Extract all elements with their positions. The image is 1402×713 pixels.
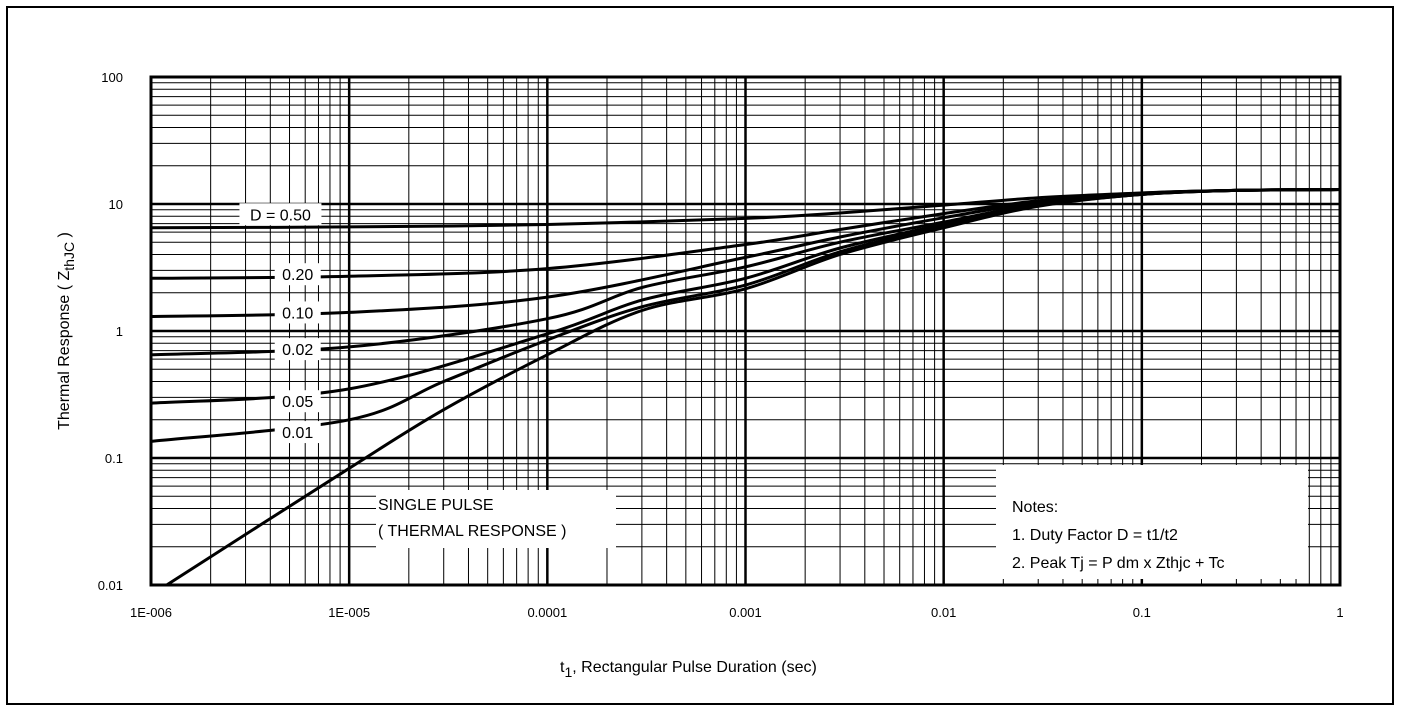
x-tick-label: 0.01 [931,605,956,620]
y-axis-title-subscript: thJC [61,242,77,271]
y-tick-label: 10 [109,197,123,212]
y-tick-label: 0.01 [98,578,123,593]
y-tick-label: 0.1 [105,451,123,466]
single-pulse-label-line1: SINGLE PULSE [378,497,494,514]
notes-box: Notes: 1. Duty Factor D = t1/t2 2. Peak … [996,465,1308,579]
x-tick-label: 0.001 [729,605,762,620]
curve-label-bg [274,301,321,324]
curve-label: 0.01 [282,425,313,442]
x-tick-labels: 1E-006 1E-005 0.0001 0.001 0.01 0.1 1 [130,605,1344,620]
x-axis-title-main: t [560,659,565,676]
x-tick-label: 1E-005 [328,605,370,620]
note-duty-factor: 1. Duty Factor D = t1/t2 [1012,527,1178,544]
x-tick-label: 1 [1336,605,1343,620]
plot-area [149,75,1342,587]
curve-line [165,188,1341,587]
curve-label-bg [239,203,322,226]
x-axis-title-subscript: 1 [564,664,572,680]
notes-title: Notes: [1012,499,1058,516]
curve-label: 0.05 [282,394,313,411]
y-axis-title: Thermal Response ( ZthJC ) [56,232,77,430]
curve-label: 0.20 [282,267,313,284]
y-axis-title-main: Thermal Response ( Z [56,270,73,429]
x-axis-title: t1, Rectangular Pulse Duration (sec) [560,659,817,680]
curve-label: 0.02 [282,342,313,359]
note-peak-tj: 2. Peak Tj = P dm x Zthjc + Tc [1012,555,1225,572]
curve-label-bg [274,421,321,444]
curve-labels: D = 0.50 0.20 0.10 0.02 0.05 0.01 [239,203,322,444]
y-axis-title-end: ) [56,232,73,242]
x-axis-title-rest: , Rectangular Pulse Duration (sec) [572,659,817,676]
curve-label: 0.10 [282,305,313,322]
curve-label-bg [274,338,321,361]
x-tick-label: 1E-006 [130,605,172,620]
curve-label-bg [274,390,321,413]
y-tick-label: 1 [116,324,123,339]
curve-label-bg [274,263,321,286]
single-pulse-label: SINGLE PULSE ( THERMAL RESPONSE ) [376,490,616,548]
curves [150,188,1341,587]
x-tick-label: 0.0001 [527,605,567,620]
y-tick-labels: 0.01 0.1 1 10 100 [98,70,123,593]
y-tick-label: 100 [101,70,123,85]
x-tick-label: 0.1 [1133,605,1151,620]
curve-label: D = 0.50 [250,207,311,224]
chart-frame [6,6,1394,705]
single-pulse-label-line2: ( THERMAL RESPONSE ) [378,523,566,540]
